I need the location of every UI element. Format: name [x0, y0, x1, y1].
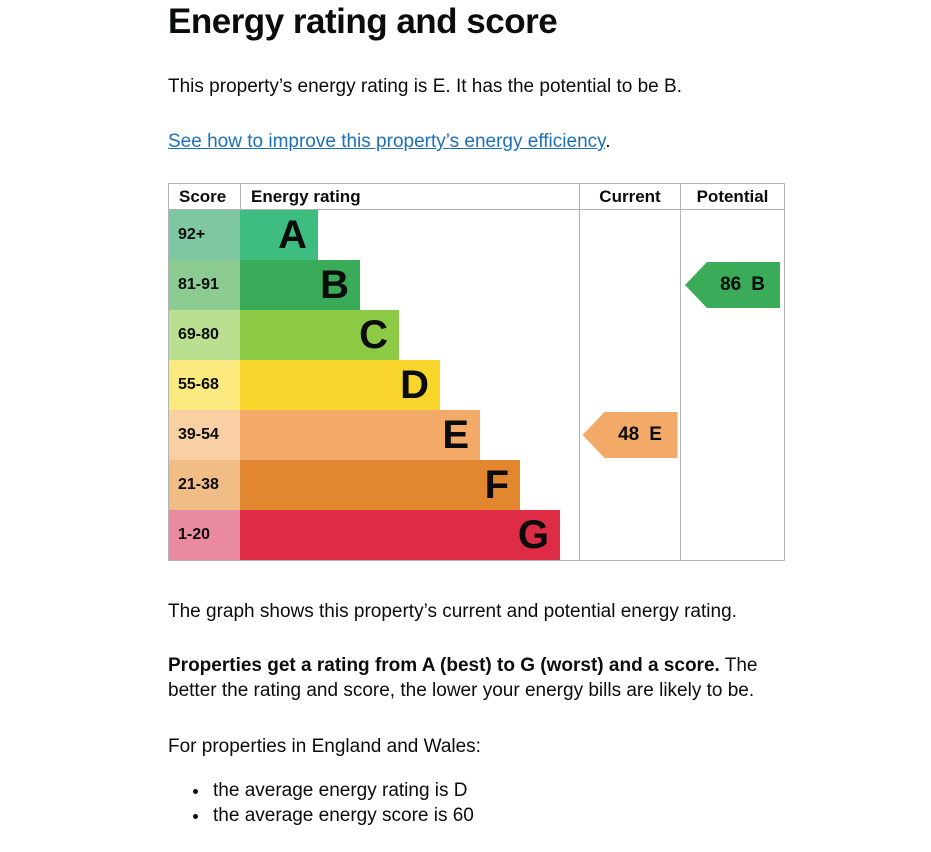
score-range-f: 21-38	[169, 460, 240, 510]
band-row-c: 69-80 C	[169, 310, 784, 360]
potential-cell-e	[680, 410, 784, 460]
score-range-c: 69-80	[169, 310, 240, 360]
rating-explanation-bold: Properties get a rating from A (best) to…	[168, 655, 720, 676]
graph-caption: The graph shows this property’s current …	[168, 601, 737, 622]
rating-explanation-rest: The better the rating and score, the low…	[168, 655, 758, 701]
average-score-item: the average energy score is 60	[210, 803, 785, 828]
potential-rating-arrow: 86 B	[685, 262, 780, 308]
average-rating-item: the average energy rating is D	[210, 778, 785, 803]
potential-cell-b: 86 B	[680, 260, 784, 310]
score-range-g: 1-20	[169, 510, 240, 560]
current-score: 48	[618, 424, 640, 445]
potential-score: 86	[720, 274, 742, 295]
energy-rating-column-header: Energy rating	[240, 184, 579, 209]
potential-band: B	[751, 274, 765, 295]
band-bar-a: A	[240, 210, 318, 260]
current-rating-arrow: 48 E	[582, 412, 678, 458]
band-row-b: 81-91 B 86 B	[169, 260, 784, 310]
page-content: Energy rating and score This property’s …	[168, 0, 785, 828]
current-column-header: Current	[579, 184, 680, 209]
potential-cell-g	[680, 510, 784, 560]
rating-explanation: Properties get a rating from A (best) to…	[168, 653, 785, 703]
band-row-a: 92+ A	[169, 210, 784, 260]
band-bar-d: D	[240, 360, 440, 410]
current-cell-f	[579, 460, 680, 510]
band-row-f: 21-38 F	[169, 460, 784, 510]
score-range-b: 81-91	[169, 260, 240, 310]
current-cell-b	[579, 260, 680, 310]
current-cell-c	[579, 310, 680, 360]
potential-cell-d	[680, 360, 784, 410]
potential-cell-c	[680, 310, 784, 360]
band-row-d: 55-68 D	[169, 360, 784, 410]
band-bar-c: C	[240, 310, 399, 360]
potential-cell-a	[680, 210, 784, 260]
score-range-d: 55-68	[169, 360, 240, 410]
current-cell-e: 48 E	[579, 410, 680, 460]
band-bar-f: F	[240, 460, 520, 510]
band-bar-e: E	[240, 410, 480, 460]
band-row-e: 39-54 E 48 E	[169, 410, 784, 460]
link-suffix: .	[605, 131, 611, 152]
band-bar-g: G	[240, 510, 560, 560]
improve-efficiency-link[interactable]: See how to improve this property’s energ…	[168, 131, 606, 152]
score-column-header: Score	[179, 186, 227, 206]
current-cell-a	[579, 210, 680, 260]
epc-rating-chart: Score Energy rating Current Potential 92…	[168, 183, 785, 561]
band-bar-b: B	[240, 260, 360, 310]
score-range-a: 92+	[169, 210, 240, 260]
epc-header-row: Score Energy rating Current Potential	[169, 184, 784, 210]
potential-cell-f	[680, 460, 784, 510]
score-range-e: 39-54	[169, 410, 240, 460]
rating-summary-text: This property’s energy rating is E. It h…	[168, 76, 682, 97]
regions-intro: For properties in England and Wales:	[168, 736, 481, 757]
page-title: Energy rating and score	[168, 2, 558, 41]
improve-efficiency-paragraph: See how to improve this property’s energ…	[168, 129, 785, 154]
potential-column-header: Potential	[680, 184, 784, 209]
averages-list: the average energy rating is D the avera…	[168, 778, 785, 828]
current-cell-g	[579, 510, 680, 560]
current-cell-d	[579, 360, 680, 410]
band-row-g: 1-20 G	[169, 510, 784, 560]
current-band: E	[649, 424, 662, 445]
